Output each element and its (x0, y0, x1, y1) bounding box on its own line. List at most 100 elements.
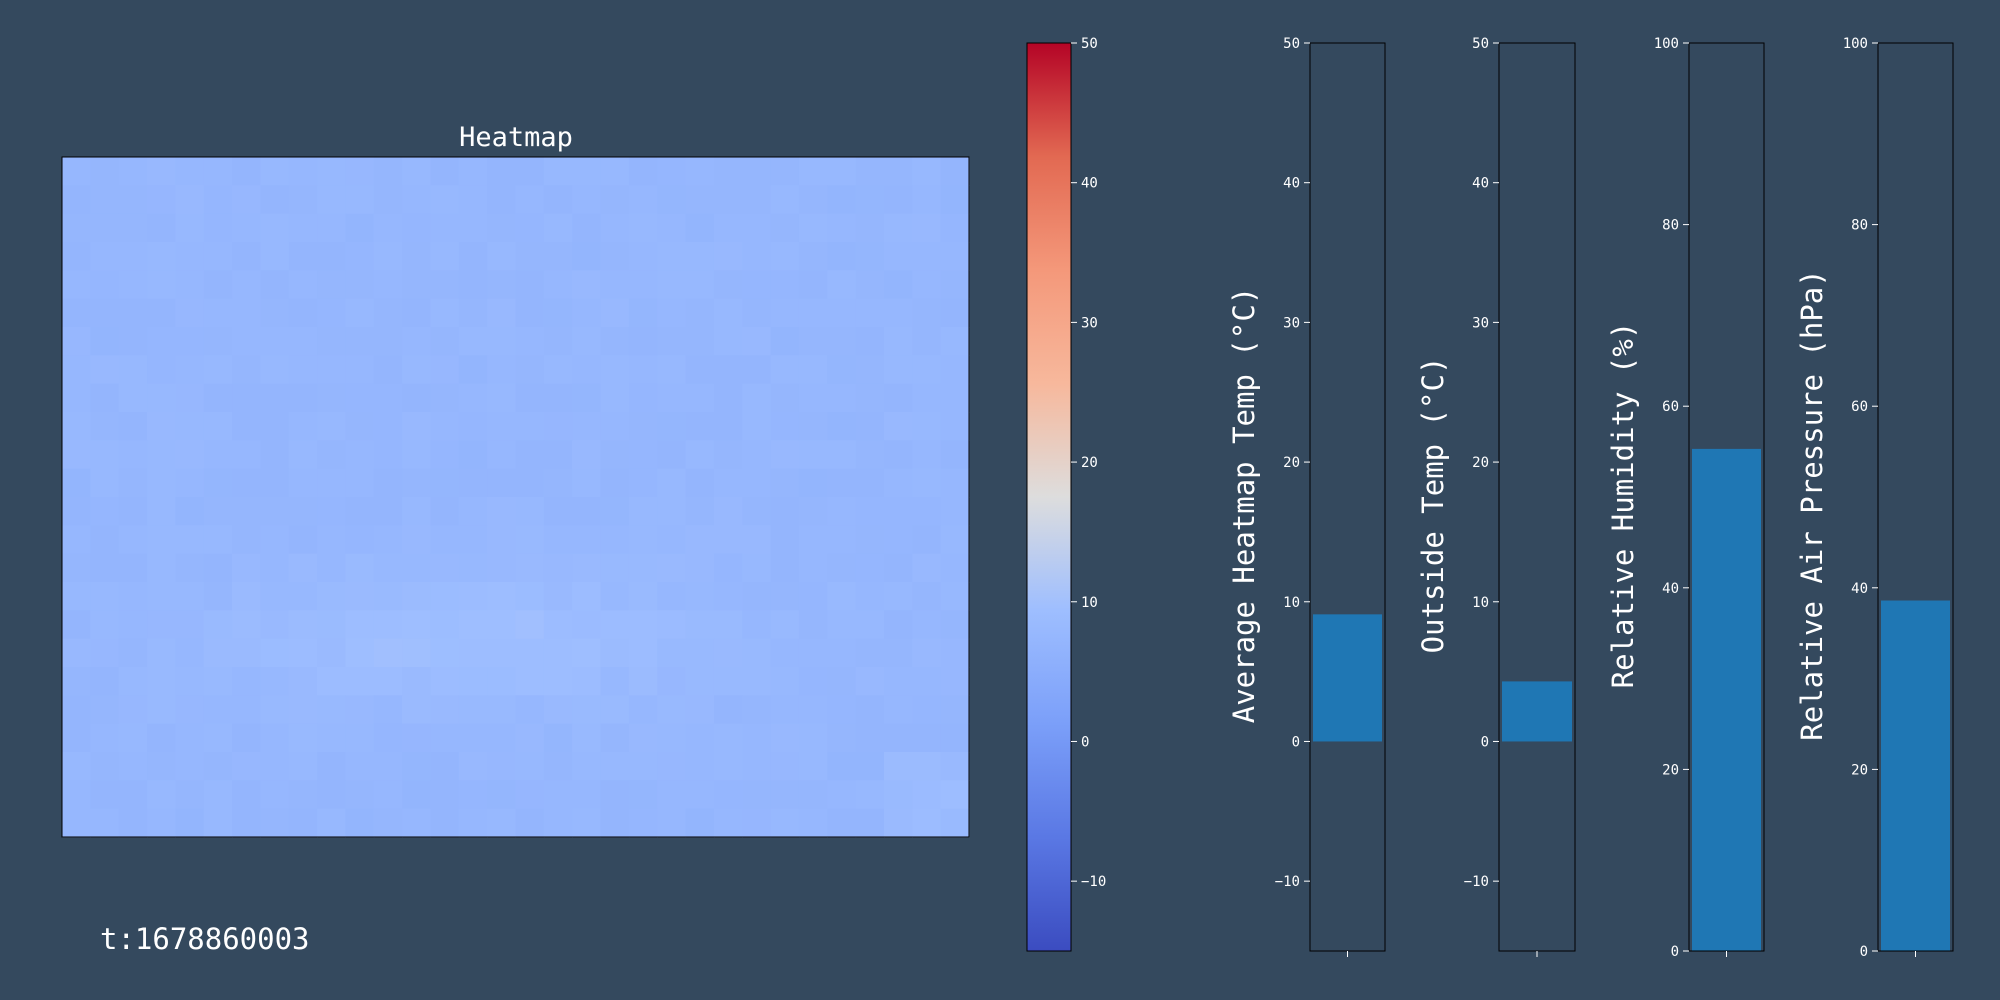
heatmap-cell (628, 213, 658, 243)
heatmap-cell (62, 327, 91, 356)
bar-panel-frame (1498, 42, 1576, 952)
heatmap-cell (373, 355, 403, 385)
heatmap-cell (628, 468, 658, 498)
heatmap-cell (742, 157, 772, 186)
heatmap-cell (827, 440, 857, 470)
heatmap-cell (798, 582, 828, 611)
heatmap-cell (373, 582, 403, 611)
heatmap-cell (572, 383, 602, 413)
heatmap-cell (430, 383, 460, 413)
heatmap-cell (402, 610, 432, 640)
heatmap-cell (317, 752, 347, 781)
heatmap-cell (345, 497, 375, 526)
heatmap-cell (685, 723, 715, 753)
heatmap-cell (175, 412, 205, 441)
heatmap-cell (770, 412, 800, 441)
heatmap-cell (402, 582, 432, 611)
heatmap-cell (260, 497, 290, 526)
heatmap-cell (742, 610, 772, 640)
heatmap-cell (458, 497, 488, 526)
heatmap-cell (940, 213, 970, 243)
heatmap-cell (770, 582, 800, 611)
heatmap-cell (203, 752, 233, 781)
heatmap-cell (288, 412, 318, 441)
heatmap-cell (430, 270, 460, 300)
y-tick-label: 0 (1292, 734, 1300, 750)
heatmap-cell (600, 412, 630, 441)
y-tick-label: 50 (1472, 36, 1489, 52)
heatmap-cell (742, 497, 772, 526)
heatmap-cell (798, 497, 828, 526)
heatmap-cell (402, 213, 432, 243)
heatmap-cell (713, 355, 743, 385)
heatmap-cell (855, 638, 885, 668)
heatmap-cell (147, 553, 176, 583)
heatmap-cell (827, 695, 857, 725)
heatmap-cell (543, 157, 573, 186)
heatmap-cell (260, 582, 290, 611)
heatmap-cell (458, 780, 488, 810)
heatmap-cell (260, 298, 290, 328)
heatmap-cell (232, 780, 261, 810)
heatmap-cell (940, 497, 970, 526)
heatmap-cell (147, 525, 176, 555)
heatmap-cell (260, 355, 290, 385)
heatmap-cell (175, 355, 205, 385)
heatmap-cell (260, 412, 290, 441)
heatmap-cell (90, 553, 120, 583)
heatmap-cell (288, 327, 318, 356)
heatmap-cell (628, 582, 658, 611)
heatmap-cell (317, 780, 347, 810)
heatmap-cell (543, 327, 573, 356)
heatmap-cell (515, 298, 545, 328)
heatmap-cell (345, 667, 375, 696)
heatmap-cell (515, 270, 545, 300)
heatmap-cell (232, 808, 261, 838)
heatmap-cell (600, 808, 630, 838)
heatmap-cell (600, 468, 630, 498)
heatmap-cell (288, 157, 318, 186)
heatmap-cell (458, 327, 488, 356)
heatmap-cell (458, 213, 488, 243)
heatmap-cell (855, 752, 885, 781)
heatmap-cell (572, 355, 602, 385)
heatmap-cell (628, 440, 658, 470)
heatmap-cell (685, 497, 715, 526)
heatmap-cell (402, 780, 432, 810)
heatmap-cell (487, 242, 517, 271)
heatmap-cell (713, 723, 743, 753)
y-tick-label: 0 (1481, 734, 1489, 750)
heatmap-cell (175, 553, 205, 583)
heatmap-cell (288, 752, 318, 781)
heatmap-cell (487, 752, 517, 781)
heatmap-cell (487, 468, 517, 498)
heatmap-cell (203, 553, 233, 583)
heatmap-cell (345, 752, 375, 781)
heatmap-cell (657, 270, 687, 300)
heatmap-cell (912, 780, 942, 810)
heatmap-cell (572, 185, 602, 215)
heatmap-cell (90, 582, 120, 611)
heatmap-cell (543, 525, 573, 555)
heatmap-cell (203, 638, 233, 668)
heatmap-cell (260, 780, 290, 810)
heatmap-cell (713, 383, 743, 413)
bar (1881, 600, 1950, 951)
heatmap-cell (657, 213, 687, 243)
heatmap-cell (912, 553, 942, 583)
heatmap-cell (685, 582, 715, 611)
heatmap-cell (685, 298, 715, 328)
heatmap-cell (883, 723, 913, 753)
heatmap-cell (912, 383, 942, 413)
heatmap-cell (175, 695, 205, 725)
heatmap-cell (203, 695, 233, 725)
heatmap-cell (912, 298, 942, 328)
heatmap-cell (402, 808, 432, 838)
bar (1502, 681, 1572, 742)
heatmap-title: Heatmap (459, 122, 573, 153)
heatmap-cell (742, 185, 772, 215)
colorbar-tick-label: 40 (1081, 176, 1098, 192)
heatmap-cell (628, 185, 658, 215)
heatmap-cell (628, 610, 658, 640)
bar-panel-frame (1309, 42, 1386, 952)
